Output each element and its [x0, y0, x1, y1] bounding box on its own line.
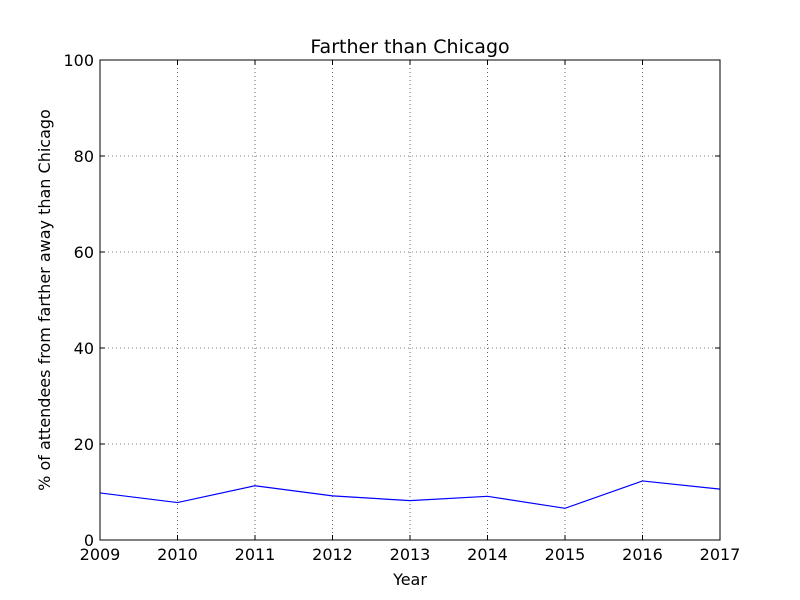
- y-tick-label: 80: [74, 147, 94, 166]
- y-tick-labels: 0 20 40 60 80 100: [63, 51, 94, 550]
- y-tick-label: 40: [74, 339, 94, 358]
- tick-marks: [99, 59, 721, 541]
- x-tick-label: 2016: [622, 545, 663, 564]
- x-tick-label: 2017: [700, 545, 741, 564]
- x-tick-label: 2010: [157, 545, 198, 564]
- x-tick-label: 2013: [390, 545, 431, 564]
- y-tick-label: 20: [74, 435, 94, 454]
- x-tick-label: 2015: [545, 545, 586, 564]
- x-tick-label: 2012: [312, 545, 353, 564]
- y-tick-label: 0: [84, 531, 94, 550]
- x-tick-label: 2009: [80, 545, 121, 564]
- series-line: [99, 480, 721, 509]
- x-tick-label: 2011: [235, 545, 276, 564]
- y-tick-label: 100: [63, 51, 94, 70]
- y-axis-title: % of attendees from farther away than Ch…: [35, 109, 54, 491]
- series-layer: [99, 480, 721, 509]
- x-axis-title: Year: [392, 570, 427, 589]
- x-tick-label: 2014: [467, 545, 508, 564]
- chart-title: Farther than Chicago: [310, 36, 509, 58]
- x-tick-labels: 2009 2010 2011 2012 2013 2014 2015 2016 2017: [80, 545, 741, 564]
- y-tick-label: 60: [74, 243, 94, 262]
